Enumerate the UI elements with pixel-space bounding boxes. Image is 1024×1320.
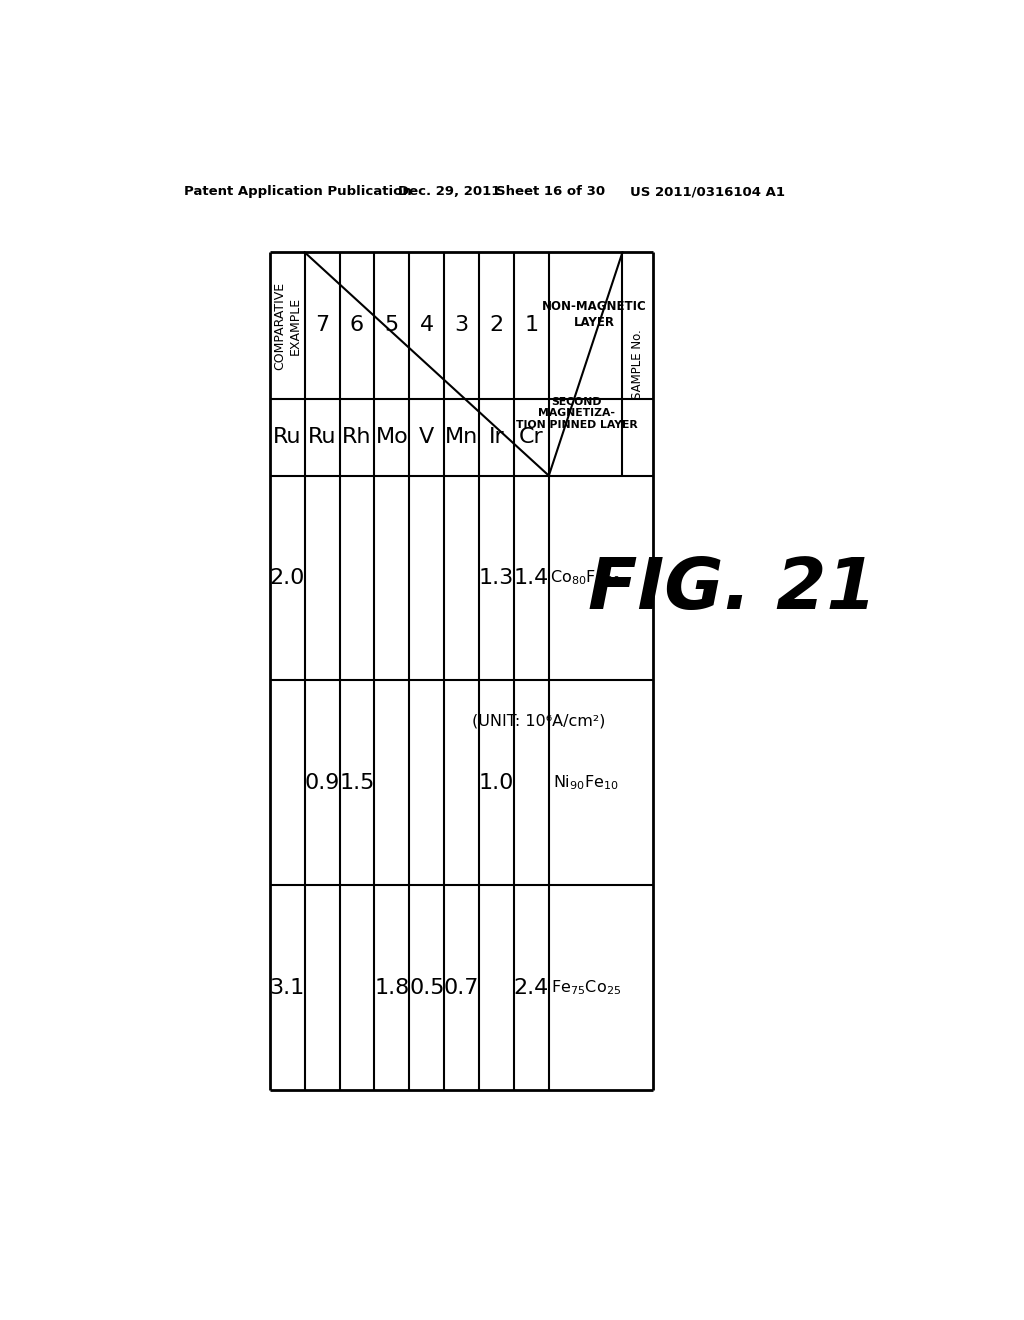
Text: 0.5: 0.5 [409, 978, 444, 998]
Text: 3.1: 3.1 [269, 978, 305, 998]
Text: Ru: Ru [273, 428, 301, 447]
Text: 1.0: 1.0 [479, 774, 514, 793]
Text: 1.5: 1.5 [339, 774, 375, 793]
Text: 1.3: 1.3 [479, 568, 514, 587]
Text: US 2011/0316104 A1: US 2011/0316104 A1 [630, 185, 785, 198]
Text: 4: 4 [420, 315, 434, 335]
Text: 0.7: 0.7 [444, 978, 479, 998]
Text: SAMPLE No.: SAMPLE No. [632, 329, 644, 399]
Text: 1.4: 1.4 [514, 568, 549, 587]
Text: Ni$_{90}$Fe$_{10}$: Ni$_{90}$Fe$_{10}$ [553, 774, 618, 792]
Text: Patent Application Publication: Patent Application Publication [183, 185, 412, 198]
Text: 5: 5 [385, 315, 399, 335]
Text: 7: 7 [315, 315, 329, 335]
Text: 1: 1 [524, 315, 539, 335]
Text: Mn: Mn [445, 428, 478, 447]
Text: Ir: Ir [488, 428, 505, 447]
Text: Fe$_{75}$Co$_{25}$: Fe$_{75}$Co$_{25}$ [551, 978, 621, 997]
Text: NON-MAGNETIC
LAYER: NON-MAGNETIC LAYER [542, 301, 647, 330]
Text: Co$_{80}$Fe$_{20}$: Co$_{80}$Fe$_{20}$ [551, 569, 621, 587]
Text: Cr: Cr [519, 428, 544, 447]
Text: 2: 2 [489, 315, 504, 335]
Text: 2.0: 2.0 [269, 568, 305, 587]
Text: Rh: Rh [342, 428, 372, 447]
Text: 0.9: 0.9 [304, 774, 340, 793]
Text: COMPARATIVE
EXAMPLE: COMPARATIVE EXAMPLE [273, 281, 301, 370]
Text: 3: 3 [455, 315, 469, 335]
Text: Sheet 16 of 30: Sheet 16 of 30 [496, 185, 605, 198]
Text: V: V [419, 428, 434, 447]
Text: FIG. 21: FIG. 21 [588, 556, 877, 624]
Text: Dec. 29, 2011: Dec. 29, 2011 [397, 185, 500, 198]
Text: SECOND
MAGNETIZA-
TION PINNED LAYER: SECOND MAGNETIZA- TION PINNED LAYER [516, 396, 638, 430]
Text: Ru: Ru [308, 428, 337, 447]
Text: 2.4: 2.4 [514, 978, 549, 998]
Text: 1.8: 1.8 [374, 978, 410, 998]
Text: (UNIT: 10⁶A/cm²): (UNIT: 10⁶A/cm²) [472, 713, 605, 729]
Text: 6: 6 [350, 315, 365, 335]
Text: Mo: Mo [376, 428, 409, 447]
